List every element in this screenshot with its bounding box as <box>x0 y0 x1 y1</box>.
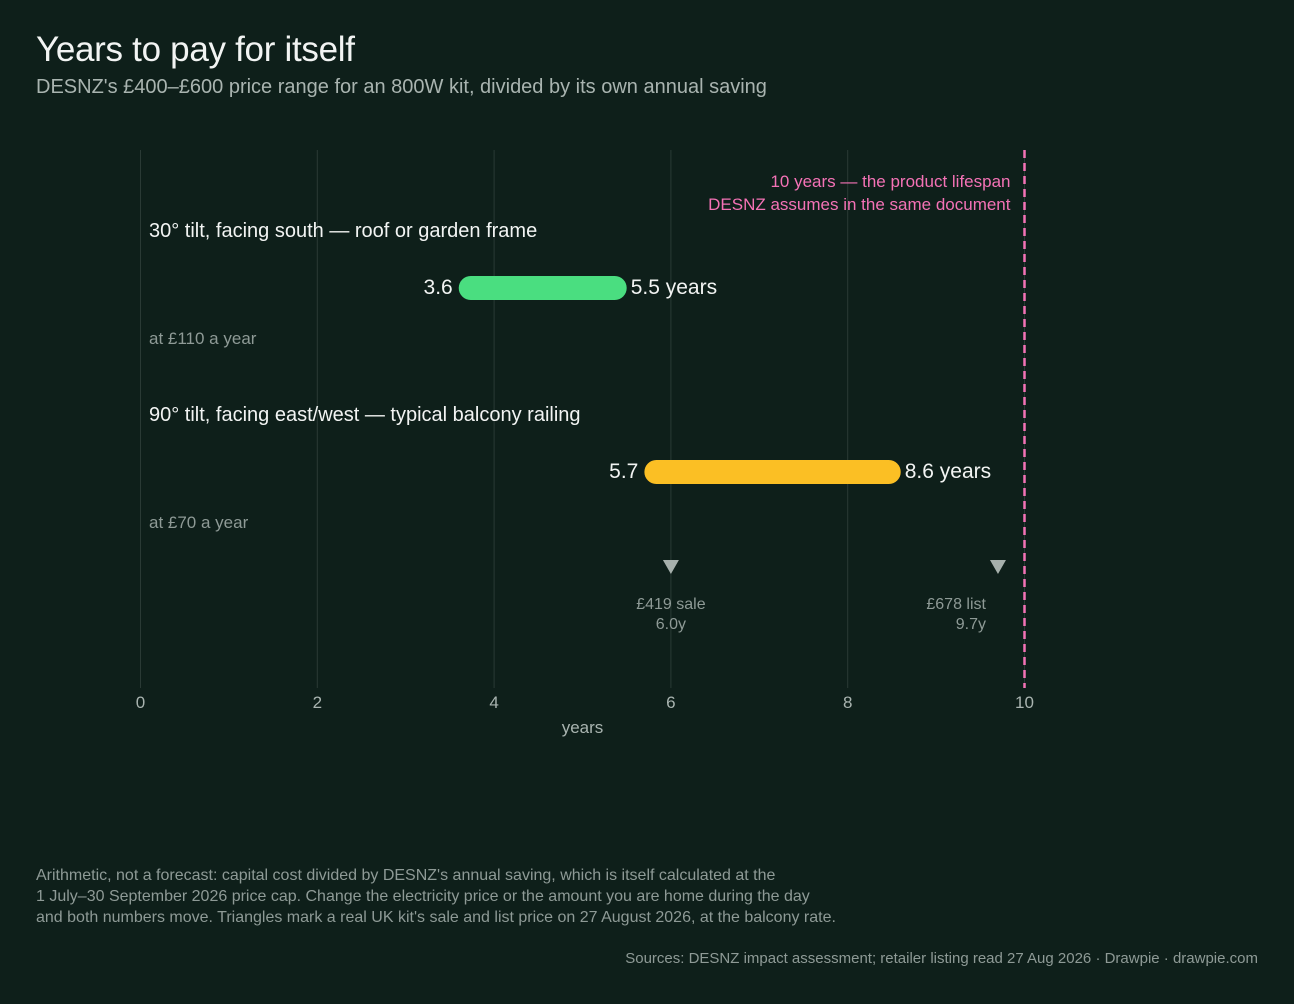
lifespan-label: DESNZ assumes in the same document <box>708 195 1011 214</box>
x-tick-label: 0 <box>136 693 145 712</box>
series-sublabel: at £70 a year <box>149 513 249 532</box>
footnote-line: 1 July–30 September 2026 price cap. Chan… <box>36 888 810 905</box>
footnote-line: Arithmetic, not a forecast: capital cost… <box>36 867 776 884</box>
range-low-label: 5.7 <box>609 460 638 483</box>
footnote-line: and both numbers move. Triangles mark a … <box>36 909 836 926</box>
price-marker-label: £678 list <box>926 596 986 613</box>
series-label: 30° tilt, facing south — roof or garden … <box>149 220 537 242</box>
footnote: Arithmetic, not a forecast: capital cost… <box>36 865 896 928</box>
chart-title: Years to pay for itself <box>36 30 355 69</box>
price-marker-triangle <box>662 560 679 574</box>
payback-chart: 0 2 4 6 8 10 years 10 years — the product lifes… <box>136 150 1034 737</box>
range-low-label: 3.6 <box>424 276 453 299</box>
series-label: 90° tilt, facing east/west — typical bal… <box>149 404 581 426</box>
lifespan-label: 10 years — the product lifespan <box>770 172 1010 191</box>
range-high-label: 5.5 years <box>631 276 717 299</box>
x-axis-label: years <box>562 718 604 737</box>
price-marker-label: 9.7y <box>956 616 986 633</box>
x-tick-label: 8 <box>843 693 852 712</box>
price-marker-label: 6.0y <box>656 616 686 633</box>
x-tick-label: 2 <box>313 693 322 712</box>
x-tick-label: 10 <box>1015 693 1034 712</box>
x-tick-label: 4 <box>489 693 498 712</box>
x-tick-label: 6 <box>666 693 675 712</box>
series-sublabel: at £110 a year <box>149 329 257 348</box>
chart-subtitle: DESNZ's £400–£600 price range for an 800… <box>36 76 767 98</box>
range-high-label: 8.6 years <box>905 460 991 483</box>
price-marker-label: £419 sale <box>636 596 705 613</box>
sources-credit: Sources: DESNZ impact assessment; retail… <box>625 950 1258 967</box>
price-marker-triangle <box>989 560 1006 574</box>
